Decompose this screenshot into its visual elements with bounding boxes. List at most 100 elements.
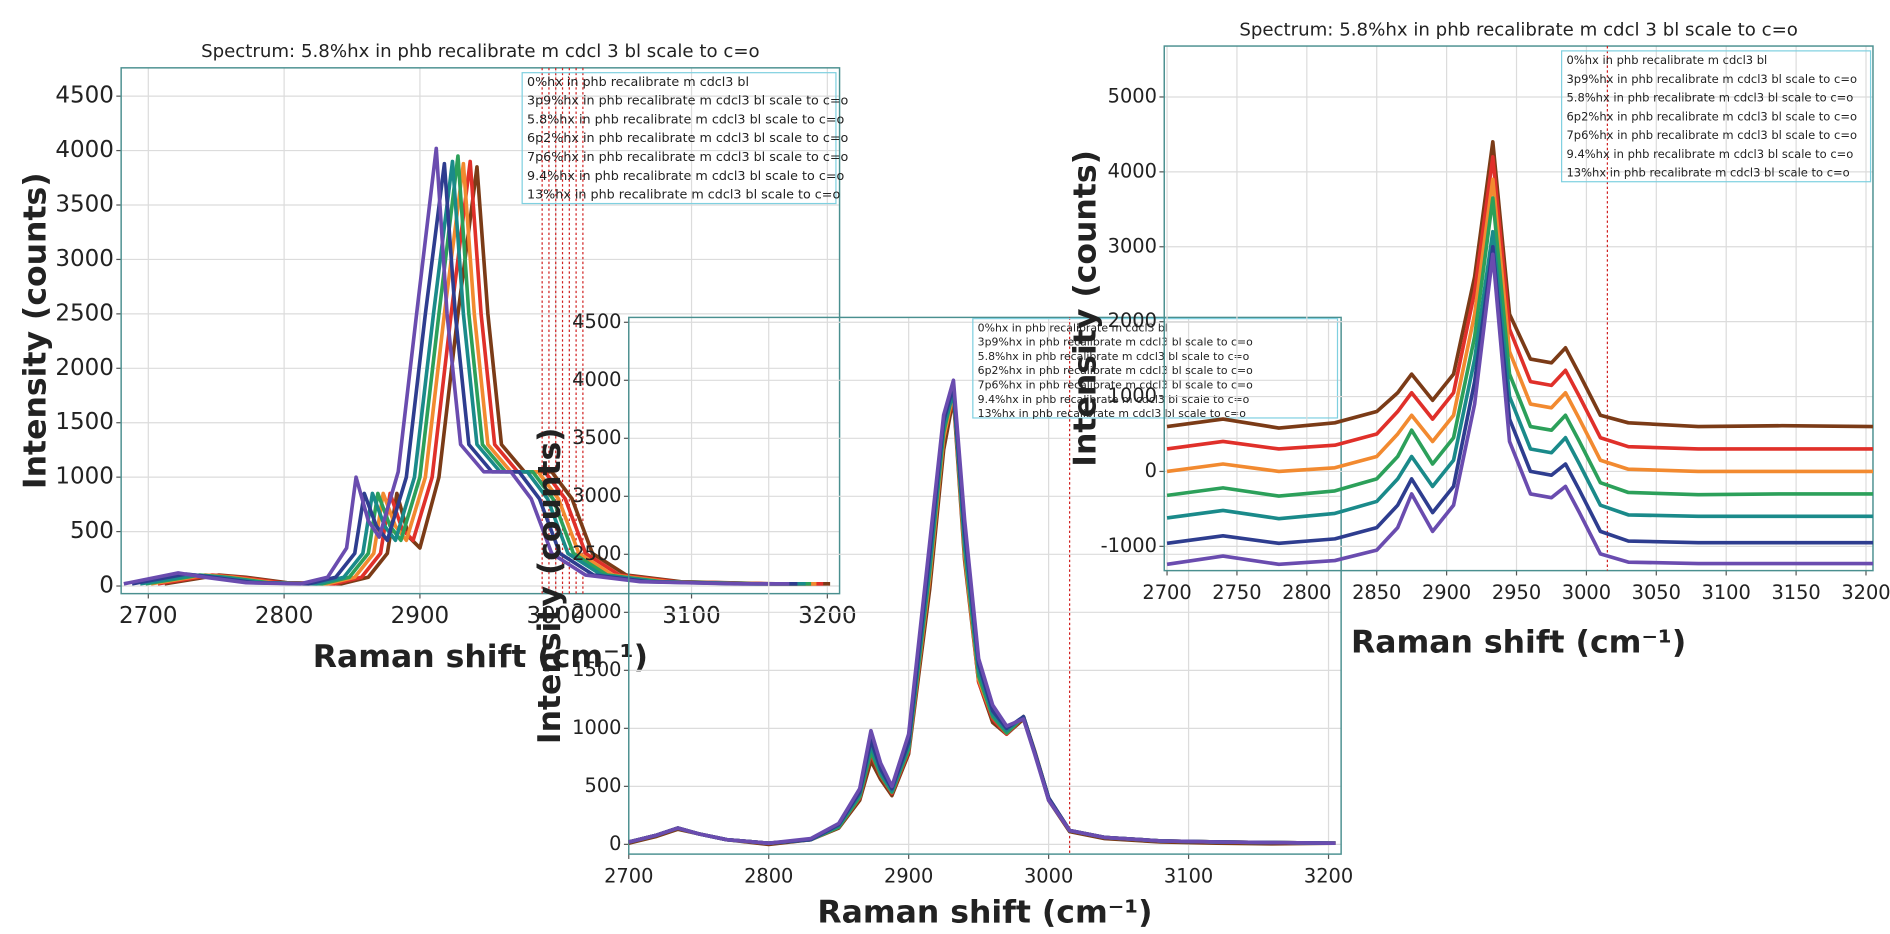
x-tick-label: 3050 bbox=[1632, 581, 1681, 604]
legend-entry: 0%hx in phb recalibrate m cdcl3 bl bbox=[978, 321, 1168, 334]
series-line bbox=[628, 390, 1336, 846]
y-tick-label: 500 bbox=[70, 518, 114, 544]
legend-entry: 7p6%hx in phb recalibrate m cdcl3 bl sca… bbox=[1566, 128, 1857, 142]
y-tick-label: 4000 bbox=[572, 368, 621, 391]
legend-box bbox=[521, 72, 837, 205]
series-line bbox=[1166, 229, 1873, 521]
y-tick-label: 5000 bbox=[1108, 84, 1157, 107]
x-tick-label: 2900 bbox=[884, 865, 933, 888]
series-line bbox=[628, 378, 1336, 846]
y-tick-label: 4000 bbox=[55, 137, 114, 163]
legend-entry: 6p2%hx in phb recalibrate m cdcl3 bl sca… bbox=[1566, 109, 1857, 123]
legend-entry: 6p2%hx in phb recalibrate m cdcl3 bl sca… bbox=[527, 130, 849, 145]
y-tick-label: 1000 bbox=[1108, 384, 1157, 407]
y-tick-label: 500 bbox=[585, 774, 622, 797]
x-tick-label: 3000 bbox=[1024, 865, 1073, 888]
y-tick-label: 1000 bbox=[55, 464, 114, 490]
x-tick-label: 2700 bbox=[604, 865, 653, 888]
legend-entry: 0%hx in phb recalibrate m cdcl3 bl bbox=[527, 74, 749, 89]
y-tick-label: 0 bbox=[609, 832, 621, 855]
x-tick-label: 3150 bbox=[1771, 581, 1820, 604]
chart: -1000 0 1000 2000 3000 4000 5000 2700 2750 2800 28… bbox=[1068, 19, 1890, 660]
series-line bbox=[628, 392, 1336, 846]
y-tick-label: 4500 bbox=[572, 310, 621, 333]
x-tick-label: 3100 bbox=[1702, 581, 1751, 604]
legend-entry: 9.4%hx in phb recalibrate m cdcl3 bl sca… bbox=[1566, 147, 1853, 161]
series-line bbox=[1166, 140, 1873, 430]
x-tick-label: 3200 bbox=[1841, 581, 1890, 604]
charts: 0 500 1000 1500 2000 2500 3000 3500 4000 4500 2700… bbox=[17, 19, 1890, 930]
x-tick-label: 2700 bbox=[1142, 581, 1191, 604]
y-tick-label: 0 bbox=[1145, 459, 1157, 482]
x-tick-label: 2800 bbox=[1282, 581, 1331, 604]
x-tick-label: 2800 bbox=[255, 603, 314, 629]
series-line bbox=[150, 161, 817, 586]
y-tick-label: 1500 bbox=[572, 658, 621, 681]
y-tick-label: -1000 bbox=[1101, 534, 1157, 557]
legend-entry: 5.8%hx in phb recalibrate m cdcl3 bl sca… bbox=[527, 111, 844, 126]
legend-entry: 3p9%hx in phb recalibrate m cdcl3 bl sca… bbox=[1566, 72, 1857, 86]
y-tick-label: 2500 bbox=[572, 542, 621, 565]
chart-title: Spectrum: 5.8%hx in phb recalibrate m cd… bbox=[201, 41, 760, 62]
x-axis-label: Raman shift (cm⁻¹) bbox=[817, 894, 1152, 930]
series-line bbox=[1166, 244, 1873, 546]
y-tick-label: 2500 bbox=[55, 300, 114, 326]
y-tick-label: 2000 bbox=[55, 355, 114, 381]
plot-frame bbox=[628, 316, 1342, 855]
legend-box bbox=[972, 318, 1339, 419]
x-tick-label: 2750 bbox=[1212, 581, 1261, 604]
y-tick-label: 3000 bbox=[1108, 234, 1157, 257]
legend-box bbox=[1561, 50, 1872, 183]
chart-title: Spectrum: 5.8%hx in phb recalibrate m cd… bbox=[1239, 19, 1798, 40]
x-tick-label: 2850 bbox=[1352, 581, 1401, 604]
y-axis-label: Intensity (counts) bbox=[1068, 150, 1104, 467]
y-axis-label: Intensity (counts) bbox=[532, 427, 568, 744]
series-line bbox=[1166, 177, 1873, 474]
series-line bbox=[1166, 155, 1873, 451]
x-axis-label: Raman shift (cm⁻¹) bbox=[313, 639, 648, 675]
legend-entry: 13%hx in phb recalibrate m cdcl3 bl scal… bbox=[978, 407, 1247, 420]
plot-frame bbox=[120, 67, 841, 595]
x-tick-label: 3200 bbox=[798, 603, 857, 629]
series-line bbox=[628, 387, 1336, 846]
y-tick-label: 3500 bbox=[572, 426, 621, 449]
y-axis-label: Intensity (counts) bbox=[17, 172, 53, 489]
series-line bbox=[157, 159, 824, 586]
legend-entry: 3p9%hx in phb recalibrate m cdcl3 bl sca… bbox=[978, 336, 1253, 349]
legend-entry: 13%hx in phb recalibrate m cdcl3 bl scal… bbox=[1566, 166, 1849, 180]
legend-entry: 5.8%hx in phb recalibrate m cdcl3 bl sca… bbox=[1566, 91, 1853, 105]
x-tick-label: 2900 bbox=[1422, 581, 1471, 604]
x-tick-label: 2700 bbox=[119, 603, 178, 629]
x-tick-label: 3200 bbox=[1304, 865, 1353, 888]
plot-frame bbox=[1163, 45, 1874, 572]
legend-entry: 0%hx in phb recalibrate m cdcl3 bl bbox=[1566, 53, 1767, 67]
y-tick-label: 4000 bbox=[1108, 159, 1157, 182]
x-axis-label: Raman shift (cm⁻¹) bbox=[1351, 624, 1686, 660]
series-line bbox=[123, 146, 790, 586]
legend-entry: 9.4%hx in phb recalibrate m cdcl3 bl sca… bbox=[527, 168, 844, 183]
x-tick-label: 2900 bbox=[391, 603, 450, 629]
y-tick-label: 0 bbox=[99, 573, 114, 599]
legend-entry: 7p6%hx in phb recalibrate m cdcl3 bl sca… bbox=[527, 149, 849, 164]
x-tick-label: 3000 bbox=[1562, 581, 1611, 604]
legend-entry: 6p2%hx in phb recalibrate m cdcl3 bl sca… bbox=[978, 364, 1253, 377]
series-line bbox=[1166, 252, 1873, 567]
x-tick-label: 3100 bbox=[662, 603, 721, 629]
series-line bbox=[628, 390, 1336, 846]
y-tick-label: 4500 bbox=[55, 83, 114, 109]
chart: 0 500 1000 1500 2000 2500 3000 3500 4000 4500 2700… bbox=[17, 41, 856, 675]
series-line bbox=[628, 384, 1336, 846]
x-tick-label: 3000 bbox=[526, 603, 585, 629]
legend-entry: 3p9%hx in phb recalibrate m cdcl3 bl sca… bbox=[527, 93, 849, 108]
y-tick-label: 3000 bbox=[572, 484, 621, 507]
series-line bbox=[131, 161, 798, 586]
y-tick-label: 2000 bbox=[1108, 309, 1157, 332]
y-tick-label: 2000 bbox=[572, 600, 621, 623]
x-tick-label: 2800 bbox=[744, 865, 793, 888]
y-tick-label: 1500 bbox=[55, 409, 114, 435]
y-tick-label: 3000 bbox=[55, 246, 114, 272]
legend-entry: 13%hx in phb recalibrate m cdcl3 bl scal… bbox=[527, 187, 840, 202]
legend-entry: 5.8%hx in phb recalibrate m cdcl3 bl sca… bbox=[978, 350, 1250, 363]
x-tick-label: 3100 bbox=[1164, 865, 1213, 888]
